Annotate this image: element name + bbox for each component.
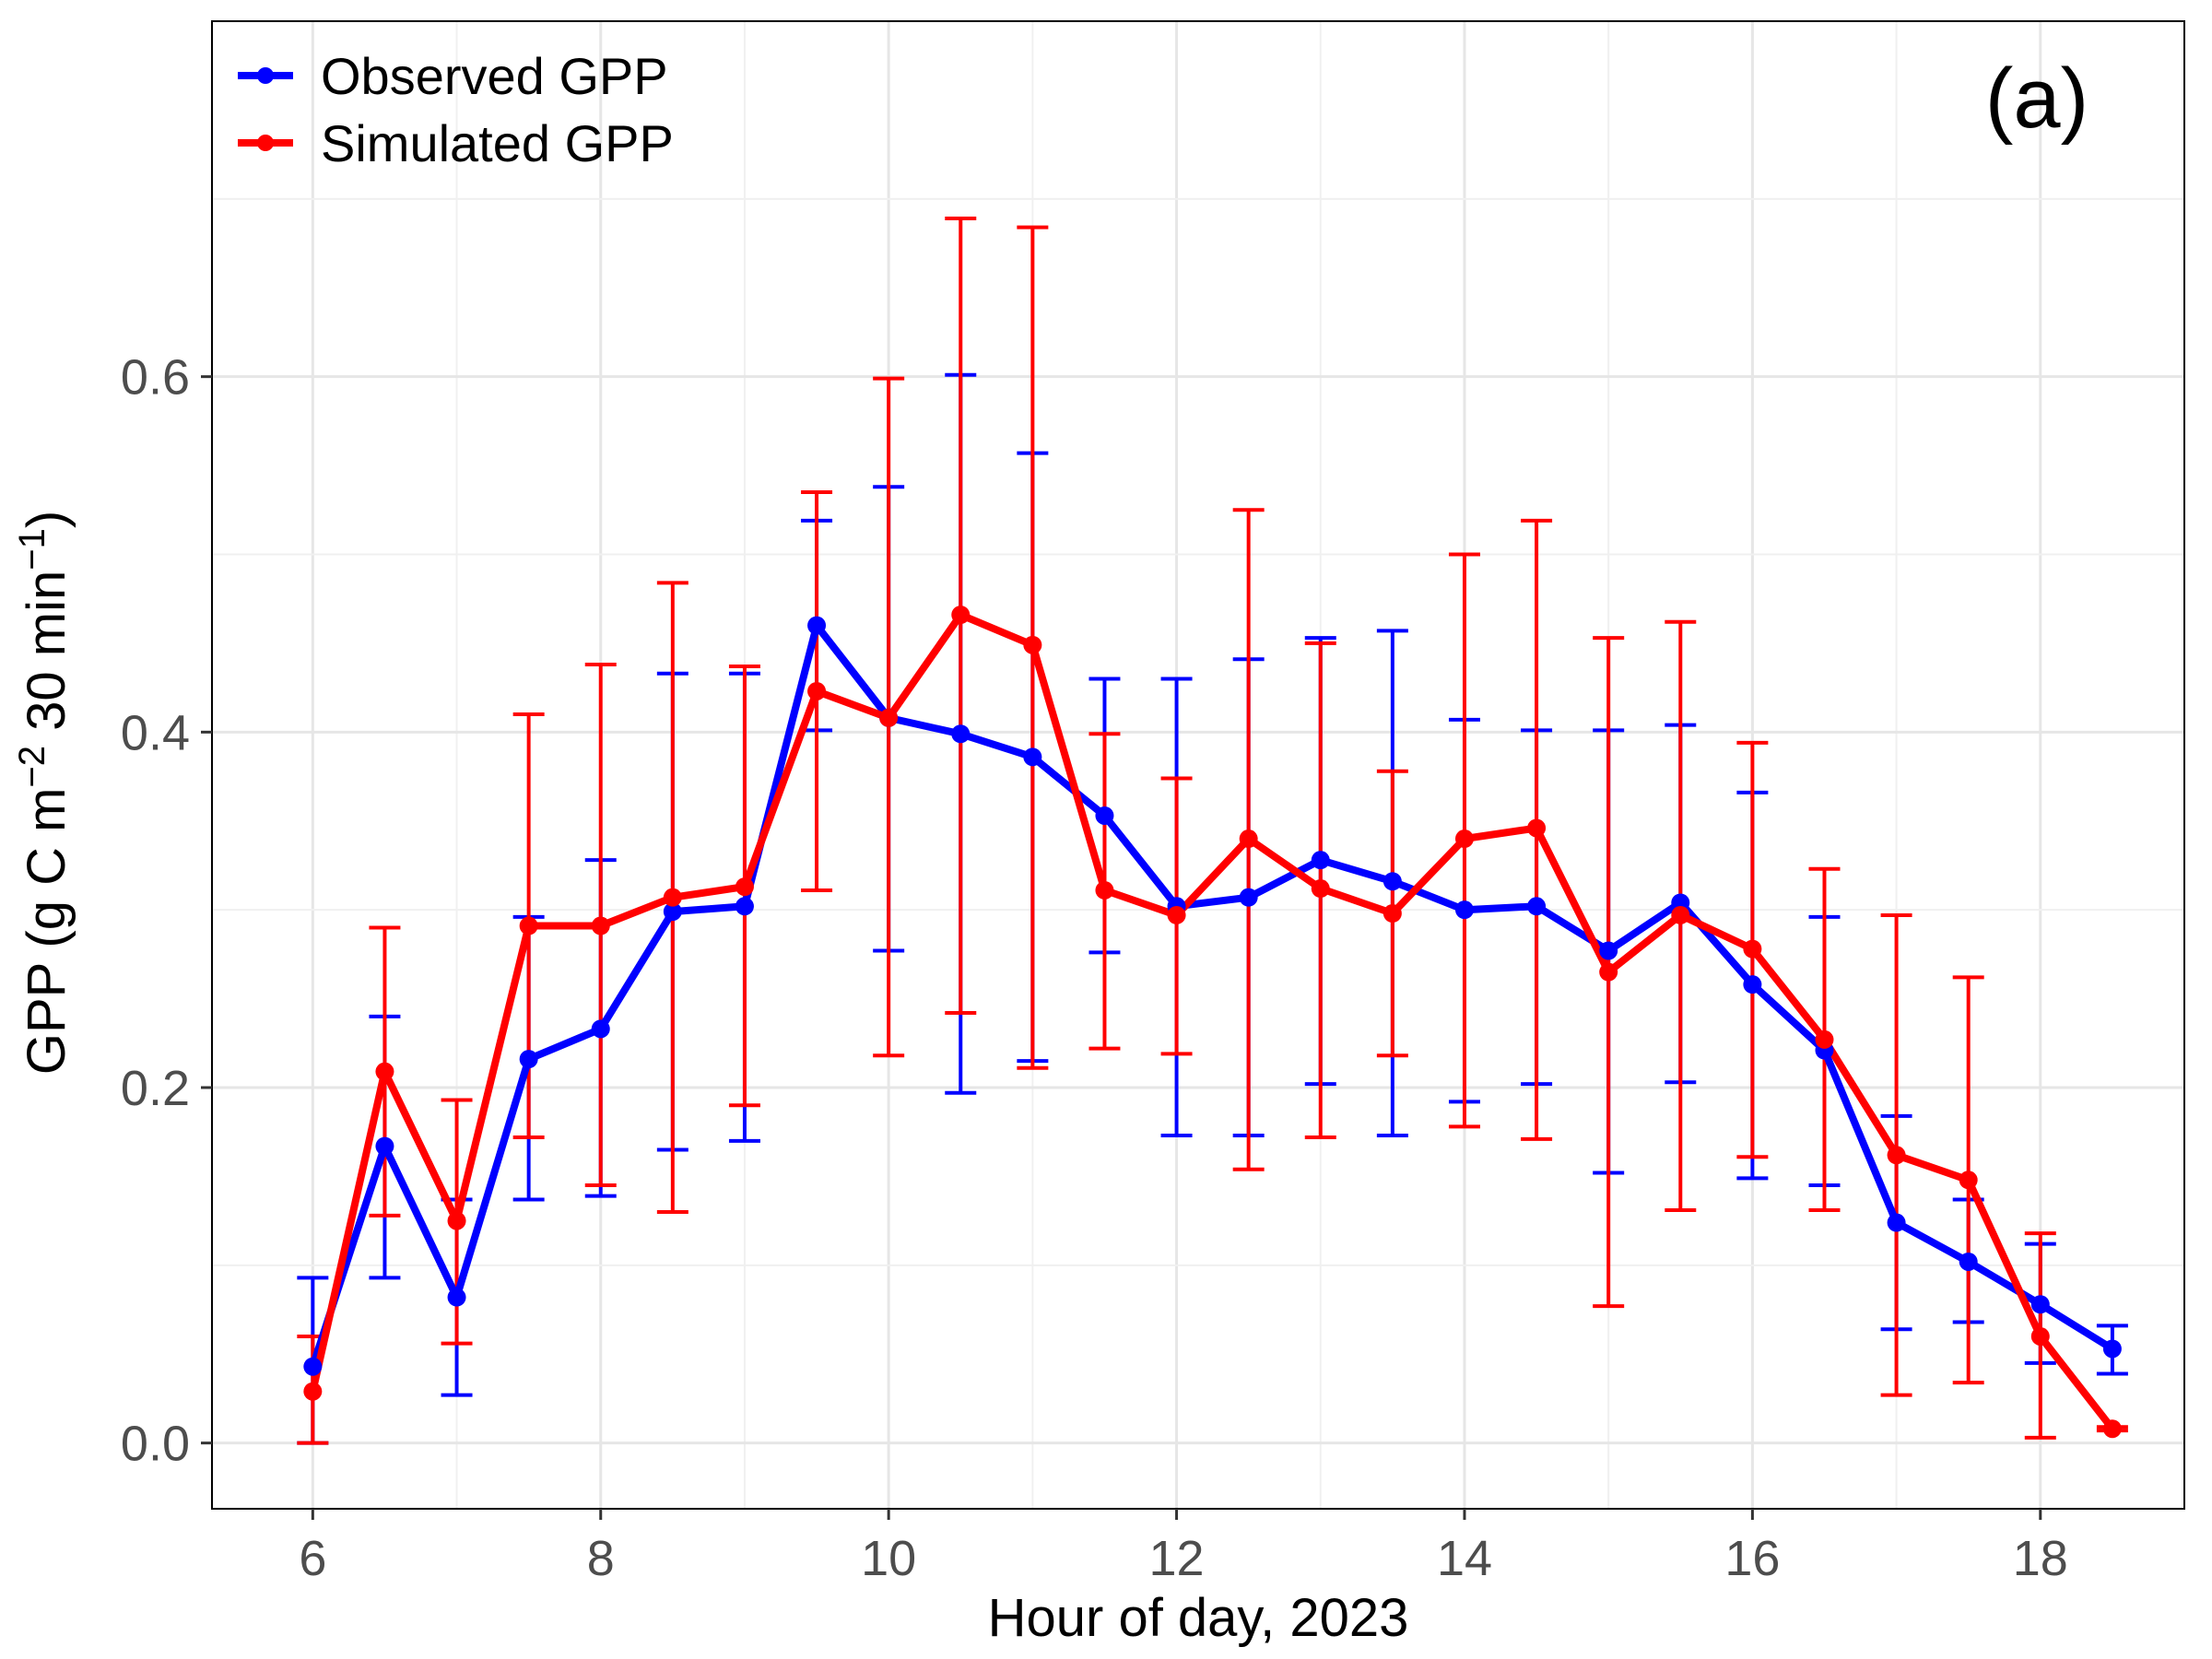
y-axis-title: GPP (g C m−2 30 min−1) (12, 511, 76, 1075)
series-lines (309, 611, 2116, 1433)
x-tick-label-8: 8 (587, 1531, 615, 1586)
point-observed-1 (375, 1136, 394, 1156)
plot-border (211, 20, 2185, 1510)
x-tick-label-16: 16 (1724, 1531, 1780, 1586)
point-observed-20 (1743, 975, 1762, 994)
y-axis-title-prefix: GPP (g C m (17, 788, 76, 1076)
axis-ticks (201, 375, 2042, 1520)
point-observed-2 (447, 1288, 466, 1307)
point-observed-15 (1382, 872, 1402, 891)
point-observed-17 (1527, 897, 1547, 916)
point-simulated-11 (1095, 880, 1114, 900)
point-observed-10 (1023, 747, 1042, 767)
point-simulated-17 (1527, 818, 1547, 838)
point-observed-0 (303, 1357, 323, 1376)
tick-labels: 6 8 10 12 14 16 18 0.0 0.2 0.4 0.6 (121, 350, 2068, 1586)
point-observed-9 (951, 724, 971, 744)
point-simulated-4 (591, 916, 610, 935)
point-simulated-19 (1671, 905, 1690, 924)
y-axis-title-sup1: −2 (12, 746, 53, 788)
y-tick-label-1: 0.2 (121, 1061, 190, 1116)
x-tick-label-6: 6 (299, 1531, 326, 1586)
point-simulated-22 (1887, 1146, 1906, 1165)
y-axis-title-sup2: −1 (12, 528, 53, 571)
point-simulated-12 (1167, 905, 1186, 924)
point-observed-23 (1959, 1252, 1978, 1271)
legend-label-observed: Observed GPP (321, 47, 668, 105)
legend-swatch-observed-dot (257, 67, 274, 84)
point-observed-11 (1095, 806, 1114, 825)
point-observed-22 (1887, 1213, 1906, 1232)
point-simulated-1 (375, 1062, 394, 1081)
point-observed-24 (2030, 1295, 2050, 1314)
error-bars (297, 217, 2128, 1445)
point-simulated-2 (447, 1211, 466, 1230)
x-axis-title: Hour of day, 2023 (988, 1588, 1409, 1648)
point-observed-18 (1599, 941, 1618, 960)
x-tick-label-18: 18 (2013, 1531, 2068, 1586)
point-simulated-13 (1239, 830, 1258, 849)
legend-swatch-simulated-dot (257, 135, 274, 151)
point-simulated-15 (1382, 904, 1402, 924)
point-observed-25 (2102, 1339, 2122, 1359)
point-observed-5 (663, 902, 682, 922)
point-observed-13 (1239, 888, 1258, 907)
point-simulated-3 (519, 916, 538, 935)
point-simulated-7 (807, 681, 827, 700)
point-observed-3 (519, 1050, 538, 1069)
point-simulated-25 (2102, 1419, 2122, 1439)
point-observed-4 (591, 1019, 610, 1039)
point-simulated-10 (1023, 635, 1042, 654)
x-tick-label-10: 10 (861, 1531, 916, 1586)
x-tick-label-14: 14 (1437, 1531, 1492, 1586)
y-axis-title-suffix: ) (17, 511, 76, 528)
point-observed-6 (735, 897, 754, 916)
point-simulated-8 (879, 708, 899, 727)
data-points (303, 606, 2122, 1439)
grid-lines (212, 21, 2184, 1509)
series-line-observed (309, 621, 2116, 1371)
y-axis-title-middle: 30 min (17, 571, 76, 746)
point-simulated-24 (2030, 1326, 2050, 1346)
point-simulated-6 (735, 877, 754, 897)
point-simulated-0 (303, 1382, 323, 1401)
point-simulated-14 (1311, 879, 1330, 899)
point-simulated-16 (1454, 830, 1474, 849)
y-tick-label-0: 0.0 (121, 1417, 190, 1472)
legend: Observed GPP Simulated GPP (238, 47, 674, 172)
x-tick-label-12: 12 (1149, 1531, 1205, 1586)
point-observed-14 (1311, 851, 1330, 870)
point-simulated-21 (1815, 1030, 1834, 1049)
y-tick-label-3: 0.6 (121, 350, 190, 406)
point-observed-16 (1454, 900, 1474, 920)
point-simulated-18 (1599, 962, 1618, 982)
legend-item-observed: Observed GPP (238, 47, 668, 105)
legend-label-simulated: Simulated GPP (321, 114, 674, 172)
legend-item-simulated: Simulated GPP (238, 114, 674, 172)
y-tick-label-2: 0.4 (121, 705, 190, 760)
point-simulated-20 (1743, 939, 1762, 959)
point-simulated-5 (663, 888, 682, 907)
panel-label: (a) (1985, 52, 2088, 146)
series-line-simulated (309, 611, 2116, 1433)
point-simulated-9 (951, 606, 971, 625)
point-simulated-23 (1959, 1171, 1978, 1190)
point-observed-7 (807, 616, 827, 635)
